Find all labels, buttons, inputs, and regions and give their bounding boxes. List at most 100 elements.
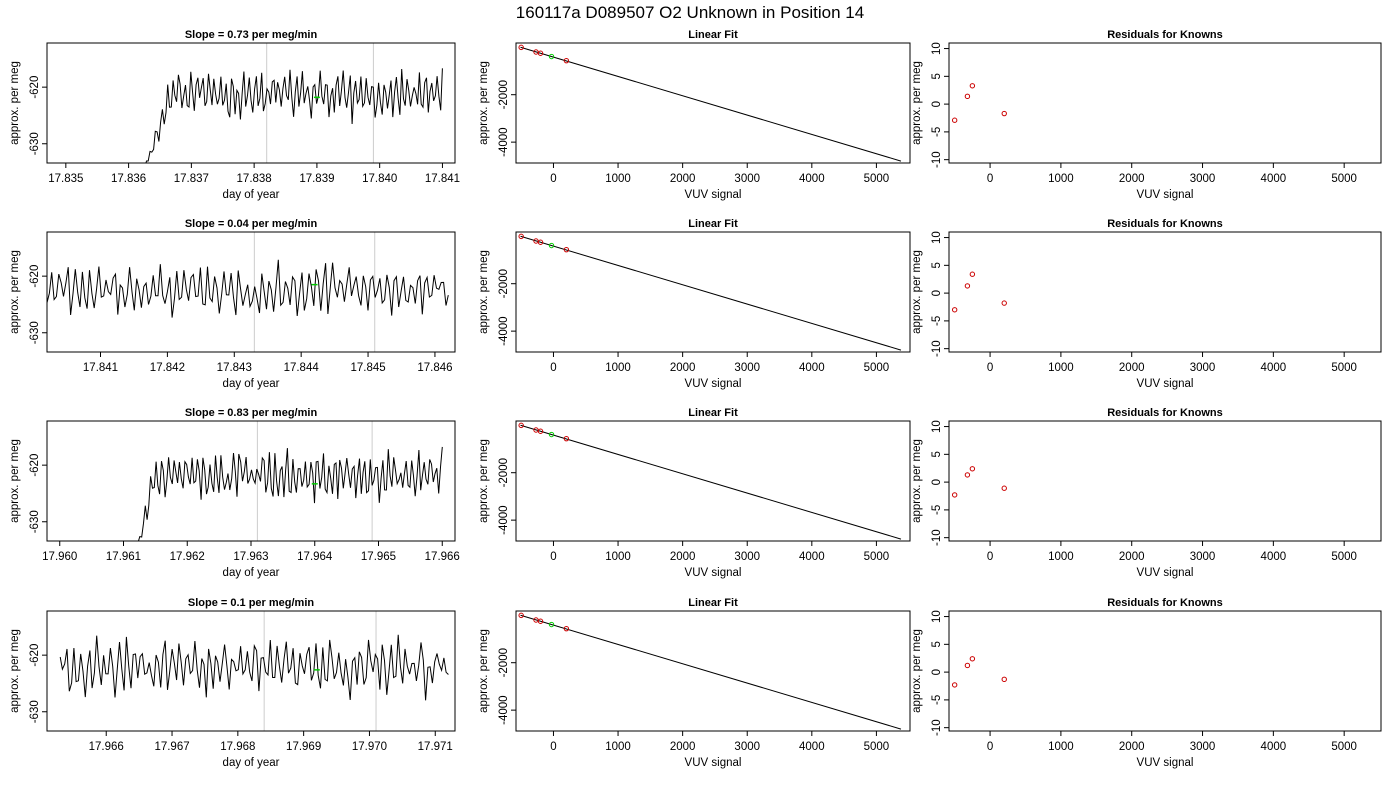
y-tick-label: -4000 <box>498 505 510 534</box>
x-tick-label: 4000 <box>1261 362 1287 374</box>
known-point <box>969 83 976 89</box>
panel-title: Slope = 0.83 per meg/min <box>185 407 318 419</box>
known-point <box>537 239 544 245</box>
panel-4-2: Linear Fit 0 1000 2000 3000 4000 5000 -4000 -200… <box>478 597 911 769</box>
x-tick-label: 17.964 <box>297 551 333 563</box>
plot-area <box>518 422 902 540</box>
x-tick-label: 0 <box>550 551 556 563</box>
y-tick-label: 5 <box>931 641 943 647</box>
y-axis-label: approx. per meg <box>9 250 21 334</box>
y-tick-label: -2000 <box>498 80 510 109</box>
fit-line <box>520 614 902 730</box>
x-axis-label: day of year <box>223 757 280 769</box>
x-tick-label: 17.967 <box>154 741 189 753</box>
known-point <box>537 428 544 434</box>
x-tick-label: 0 <box>987 551 993 563</box>
y-tick-label: -10 <box>931 151 943 168</box>
panel-title: Linear Fit <box>688 218 738 230</box>
x-tick-label: 5000 <box>864 173 890 185</box>
x-tick-label: 4000 <box>799 362 825 374</box>
x-tick-label: 17.841 <box>425 173 460 185</box>
y-axis-label: approx. per meg <box>911 439 923 523</box>
x-tick-label: 4000 <box>799 551 825 563</box>
y-tick-label: -10 <box>931 529 943 546</box>
x-tick-label: 2000 <box>670 173 696 185</box>
known-point <box>964 93 971 100</box>
y-tick-label: -4000 <box>498 127 510 156</box>
x-axis-label: day of year <box>223 189 280 201</box>
known-point <box>518 44 524 51</box>
x-tick-label: 1000 <box>605 551 631 563</box>
known-point <box>964 283 971 289</box>
x-axis-label: VUV signal <box>685 378 742 390</box>
x-tick-label: 2000 <box>670 741 696 753</box>
y-tick-label: -620 <box>29 76 41 99</box>
plot-area <box>137 421 443 541</box>
known-point <box>563 57 570 64</box>
series-line <box>47 259 449 318</box>
figure-title: 160117a D089507 O2 Unknown in Position 1… <box>516 3 864 22</box>
y-tick-label: 0 <box>931 101 943 107</box>
panel-4-1: Slope = 0.1 per meg/min 17.966 17.967 17.96… <box>9 597 456 769</box>
x-tick-label: 17.846 <box>417 362 452 374</box>
x-tick-label: 3000 <box>734 741 760 753</box>
panel-1-3: Residuals for Knowns 0 1000 2000 3000 4000 500… <box>911 29 1382 201</box>
known-point <box>518 612 524 619</box>
panel-1-1: Slope = 0.73 per meg/min 17.835 17.836 17.8… <box>9 29 460 201</box>
x-tick-label: 17.836 <box>111 173 146 185</box>
fit-line <box>520 235 902 351</box>
x-tick-label: 2000 <box>670 362 696 374</box>
series-line <box>137 446 443 541</box>
x-tick-label: 5000 <box>864 741 890 753</box>
panel-1-2: Linear Fit 0 1000 2000 3000 4000 5000 -4000 -200… <box>478 29 911 201</box>
y-tick-label: -2000 <box>498 648 510 677</box>
plot-area <box>951 466 1007 498</box>
known-point <box>964 662 971 669</box>
x-tick-label: 17.844 <box>284 362 320 374</box>
panel-title: Linear Fit <box>688 597 738 609</box>
x-tick-label: 4000 <box>799 741 825 753</box>
x-tick-label: 17.969 <box>286 741 321 753</box>
plot-frame <box>515 420 911 542</box>
x-tick-label: 17.843 <box>217 362 252 374</box>
y-tick-label: 10 <box>931 420 943 433</box>
y-tick-label: -620 <box>29 265 41 288</box>
x-tick-label: 17.835 <box>48 173 83 185</box>
x-tick-label: 17.841 <box>83 362 118 374</box>
y-tick-label: 0 <box>931 479 943 485</box>
x-tick-label: 3000 <box>734 551 760 563</box>
x-tick-label: 4000 <box>1261 551 1287 563</box>
y-tick-label: -620 <box>29 644 41 667</box>
plot-frame <box>515 42 911 164</box>
x-tick-label: 17.838 <box>237 173 272 185</box>
series-line <box>59 634 449 701</box>
x-axis-label: VUV signal <box>685 757 742 769</box>
x-tick-label: 17.970 <box>352 741 387 753</box>
plot-frame <box>948 42 1382 164</box>
panel-title: Residuals for Knowns <box>1107 218 1223 230</box>
known-point <box>1001 676 1007 683</box>
x-tick-label: 17.966 <box>89 741 124 753</box>
y-tick-label: -5 <box>931 316 943 326</box>
x-tick-label: 17.965 <box>361 551 396 563</box>
x-tick-label: 5000 <box>1331 362 1357 374</box>
plot-frame <box>515 610 911 732</box>
y-axis-label: approx. per meg <box>478 250 490 334</box>
known-point <box>969 656 976 662</box>
x-tick-label: 2000 <box>1119 173 1145 185</box>
y-axis-label: approx. per meg <box>911 250 923 334</box>
x-axis-label: VUV signal <box>1137 378 1194 390</box>
y-axis-label: approx. per meg <box>478 439 490 523</box>
y-tick-label: 10 <box>931 231 943 244</box>
y-axis-label: approx. per meg <box>478 629 490 713</box>
plot-frame <box>948 231 1382 353</box>
plot-area <box>59 611 449 731</box>
panel-title: Residuals for Knowns <box>1107 407 1223 419</box>
panel-title: Linear Fit <box>688 29 738 41</box>
plot-area <box>951 271 1007 313</box>
known-point <box>1001 485 1007 491</box>
x-tick-label: 17.962 <box>170 551 205 563</box>
panel-4-3: Residuals for Knowns 0 1000 2000 3000 4000 500… <box>911 597 1382 769</box>
x-tick-label: 2000 <box>1119 551 1145 563</box>
